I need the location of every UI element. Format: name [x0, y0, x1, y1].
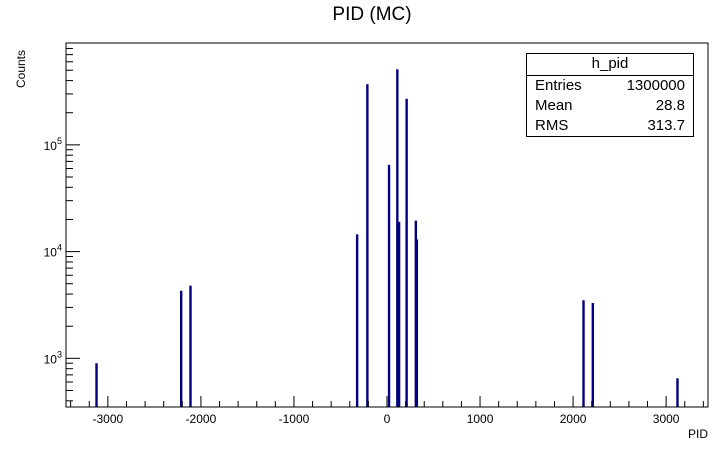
- stats-row-entries: Entries 1300000: [527, 76, 693, 96]
- histogram-bars: [95, 69, 679, 408]
- y-tick-exponent: 3: [57, 349, 62, 359]
- x-tick-label: -2000: [186, 412, 217, 426]
- histogram-bar: [387, 164, 391, 407]
- stats-label: Mean: [535, 97, 573, 114]
- x-tick-label: 2000: [560, 412, 587, 426]
- y-tick-label: 105: [44, 136, 62, 153]
- y-tick-label: 103: [44, 349, 62, 366]
- histogram-bar: [179, 290, 183, 407]
- stats-value: 313.7: [647, 117, 685, 134]
- histogram-bar: [591, 302, 595, 407]
- histogram-bar: [366, 84, 369, 408]
- x-tick-label: 0: [384, 412, 391, 426]
- histogram-bar: [95, 363, 98, 407]
- histogram-bar: [415, 239, 419, 407]
- stats-title: h_pid: [527, 54, 693, 76]
- y-tick-label: 104: [44, 243, 62, 260]
- histogram-bar: [355, 234, 359, 407]
- x-tick-label: -3000: [93, 412, 124, 426]
- y-axis-label: Counts: [14, 50, 28, 88]
- histogram-bar: [582, 300, 585, 407]
- stats-value: 28.8: [655, 97, 685, 114]
- y-tick-base: 10: [44, 352, 58, 366]
- stats-label: RMS: [535, 117, 569, 134]
- y-tick-base: 10: [44, 246, 58, 260]
- histogram-bar: [405, 98, 408, 407]
- histogram-bar: [189, 285, 192, 407]
- histogram-bar: [397, 221, 401, 407]
- chart-title: PID (MC): [332, 4, 411, 25]
- x-tick-label: 3000: [653, 412, 680, 426]
- plot-frame: [65, 42, 709, 408]
- stats-box: h_pid Entries 1300000 Mean 28.8 RMS 313.…: [526, 53, 694, 137]
- stats-label: Entries: [535, 77, 582, 94]
- x-tick-label: 1000: [467, 412, 494, 426]
- stats-row-mean: Mean 28.8: [527, 96, 693, 116]
- y-tick-exponent: 5: [57, 136, 62, 146]
- y-tick-base: 10: [44, 139, 58, 153]
- histogram-bar: [676, 378, 679, 407]
- histogram-bar: [396, 69, 399, 408]
- y-tick-exponent: 4: [57, 243, 62, 253]
- stats-value: 1300000: [626, 77, 685, 94]
- stats-row-rms: RMS 313.7: [527, 116, 693, 136]
- x-axis-label: PID: [688, 427, 708, 441]
- x-tick-label: -1000: [279, 412, 310, 426]
